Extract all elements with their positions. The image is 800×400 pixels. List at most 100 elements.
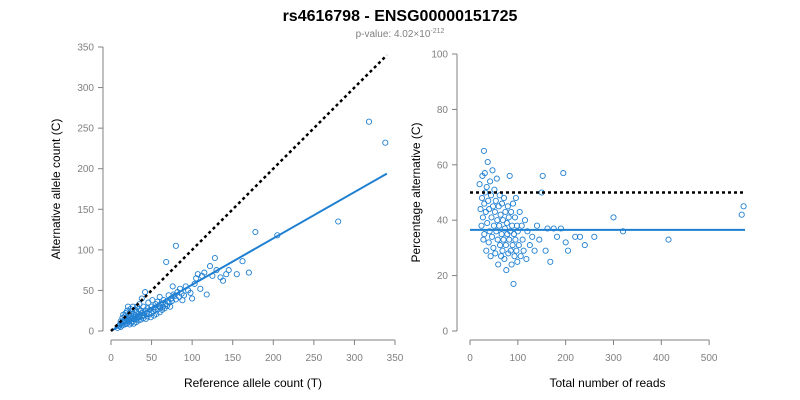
data-point [476, 181, 483, 188]
data-point [493, 175, 500, 182]
data-point [180, 292, 188, 299]
x-tick-label: 250 [306, 353, 323, 364]
data-point [529, 233, 536, 240]
data-point [168, 297, 175, 305]
data-point [480, 236, 487, 243]
data-point [508, 208, 515, 215]
data-point [499, 247, 506, 254]
data-point [498, 253, 505, 260]
data-point [485, 197, 492, 204]
x-tick-label: 50 [146, 353, 158, 364]
data-point [382, 139, 389, 146]
data-point [610, 214, 617, 221]
data-point [142, 289, 149, 296]
y-axis-label: Percentage alternative (C) [409, 122, 423, 262]
y-tick-label: 200 [77, 164, 94, 175]
data-point [489, 167, 496, 174]
data-point [533, 222, 541, 229]
data-point [511, 253, 518, 260]
data-point [494, 217, 501, 224]
data-point [477, 206, 484, 213]
data-point [478, 222, 485, 229]
x-tick-label: 300 [346, 353, 363, 364]
data-point [225, 267, 232, 274]
data-point [486, 206, 493, 213]
data-point [591, 233, 598, 240]
data-point [501, 255, 508, 263]
figure-title: rs4616798 - ENSG00000151725 [283, 8, 518, 25]
y-axis-label: Alternative allele count (C) [49, 119, 63, 260]
data-point [239, 258, 246, 265]
data-point [486, 228, 493, 235]
data-point [502, 242, 509, 249]
data-point [335, 218, 342, 225]
data-point [495, 261, 502, 268]
x-tick-label: 0 [108, 353, 114, 364]
data-point [498, 200, 506, 207]
data-points [476, 147, 747, 287]
data-point [487, 253, 494, 260]
y-tick-label: 60 [437, 160, 449, 171]
data-point [500, 236, 507, 243]
data-point [484, 158, 491, 166]
y-tick-label: 100 [77, 245, 94, 256]
data-point [542, 247, 549, 254]
data-point [513, 247, 520, 254]
data-point [503, 219, 510, 227]
data-point [519, 236, 526, 243]
data-point [492, 250, 499, 257]
x-tick-label: 0 [467, 353, 473, 364]
data-point [489, 203, 497, 210]
y-tick-label: 40 [437, 216, 449, 227]
data-point [488, 214, 495, 221]
scatter-panel-allele-counts: 0 50 100 150 200 250 300 350 Reference allele co… [49, 43, 404, 391]
data-point [492, 197, 499, 204]
data-point [508, 261, 515, 268]
data-point [665, 236, 672, 243]
data-point [576, 233, 584, 240]
data-point [252, 228, 259, 236]
data-points [114, 118, 389, 331]
data-point [484, 219, 491, 227]
y-tick-label: 100 [431, 50, 448, 61]
y-tick-label: 0 [88, 327, 94, 338]
data-point [140, 303, 147, 310]
reference-line [110, 54, 388, 332]
x-tick-label: 200 [557, 353, 574, 364]
x-axis-label: Reference allele count (T) [184, 376, 322, 390]
data-point [179, 297, 186, 304]
data-point [187, 289, 194, 296]
data-point [524, 228, 531, 235]
x-axis-label: Total number of reads [549, 376, 665, 390]
data-point [201, 269, 208, 276]
data-point [531, 247, 538, 254]
data-point [506, 236, 513, 243]
data-point [163, 258, 170, 266]
x-tick-label: 300 [605, 353, 622, 364]
x-tick-label: 350 [387, 353, 404, 364]
y-tick-label: 250 [77, 124, 94, 135]
x-tick-label: 400 [653, 353, 670, 364]
data-point [490, 244, 497, 251]
data-point [483, 247, 490, 254]
data-point [510, 280, 517, 287]
data-point [365, 118, 373, 125]
scatter-panel-percentage: 0 100 200 300 400 500 Total number of reads 0 20… [409, 50, 747, 390]
y-tick-label: 150 [77, 205, 94, 216]
data-point [517, 253, 524, 260]
data-point [169, 283, 176, 290]
data-point [509, 242, 516, 249]
data-point [516, 208, 523, 215]
data-point [496, 192, 503, 199]
data-point [553, 233, 561, 240]
x-tick-label: 100 [184, 353, 201, 364]
p-value-text: p-value: 4.02×10 [356, 29, 431, 40]
y-tick-label: 0 [442, 327, 448, 338]
data-point [544, 225, 551, 232]
data-point [481, 231, 488, 238]
data-point [515, 242, 522, 249]
data-point [479, 214, 486, 221]
data-point [503, 267, 510, 274]
data-point [512, 236, 519, 243]
